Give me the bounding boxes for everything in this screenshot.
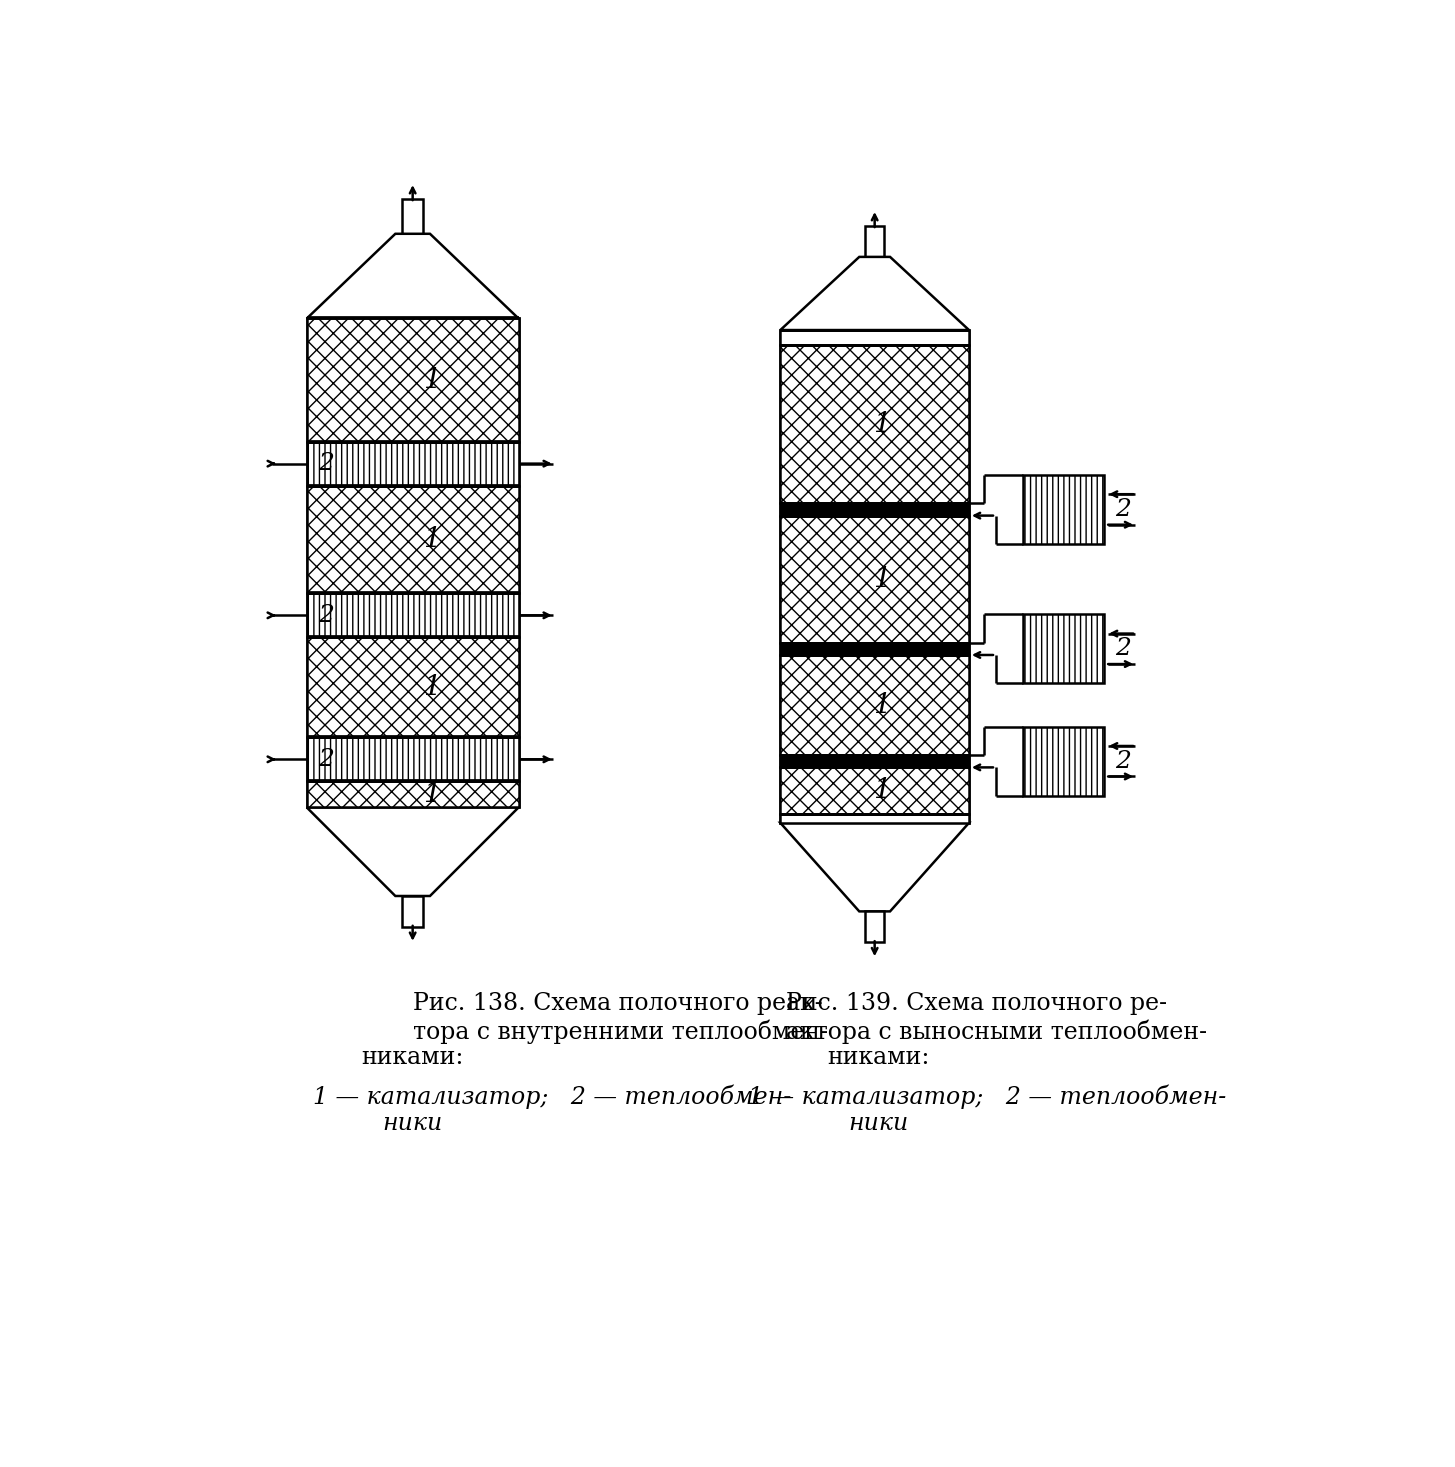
Text: 1: 1 — [423, 673, 441, 701]
Bar — [307, 738, 518, 782]
Bar — [1023, 726, 1104, 797]
Bar — [1023, 615, 1104, 684]
Bar — [307, 486, 518, 593]
Bar — [307, 637, 518, 738]
Text: ники: ники — [848, 1112, 908, 1134]
Text: 1: 1 — [873, 778, 890, 804]
Bar — [780, 814, 969, 823]
Bar — [402, 896, 423, 927]
Bar — [780, 345, 969, 503]
Text: актора с выносными теплообмен-: актора с выносными теплообмен- — [786, 1020, 1208, 1043]
Text: 1 — катализатор;   2 — теплообмен-: 1 — катализатор; 2 — теплообмен- — [313, 1084, 792, 1109]
Polygon shape — [780, 257, 969, 330]
Bar — [780, 515, 969, 643]
Bar — [866, 226, 883, 257]
Bar — [307, 782, 518, 807]
Text: 1: 1 — [423, 780, 441, 808]
Bar — [780, 503, 969, 515]
Text: 2: 2 — [1116, 637, 1131, 660]
Bar — [307, 593, 518, 637]
Bar — [1023, 475, 1104, 544]
Bar — [780, 756, 969, 767]
Bar — [307, 318, 518, 442]
Bar — [866, 911, 883, 942]
Bar — [307, 318, 518, 807]
Text: 2: 2 — [1116, 750, 1131, 773]
Text: Рис. 139. Схема полочного ре-: Рис. 139. Схема полочного ре- — [786, 992, 1167, 1015]
Text: 2: 2 — [319, 748, 335, 770]
Text: 1: 1 — [873, 691, 890, 719]
Bar — [402, 200, 423, 233]
Bar — [780, 654, 969, 756]
Text: 2: 2 — [319, 604, 335, 626]
Bar — [780, 330, 969, 823]
Bar — [780, 643, 969, 654]
Text: 2: 2 — [1116, 497, 1131, 521]
Text: никами:: никами: — [361, 1046, 464, 1069]
Bar — [780, 330, 969, 345]
Text: 1 — катализатор;   2 — теплообмен-: 1 — катализатор; 2 — теплообмен- — [748, 1084, 1227, 1109]
Text: 1: 1 — [873, 411, 890, 437]
Text: 1: 1 — [873, 566, 890, 593]
Polygon shape — [307, 807, 518, 896]
Text: 2: 2 — [319, 452, 335, 475]
Text: 1: 1 — [423, 527, 441, 553]
Text: ники: ники — [383, 1112, 442, 1134]
Text: Рис. 138. Схема полочного реак-: Рис. 138. Схема полочного реак- — [413, 992, 822, 1015]
Text: тора с внутренними теплообмен-: тора с внутренними теплообмен- — [413, 1020, 828, 1043]
Polygon shape — [307, 233, 518, 318]
Bar — [780, 767, 969, 814]
Bar — [307, 442, 518, 486]
Text: 1: 1 — [423, 367, 441, 393]
Text: никами:: никами: — [828, 1046, 930, 1069]
Polygon shape — [780, 823, 969, 911]
